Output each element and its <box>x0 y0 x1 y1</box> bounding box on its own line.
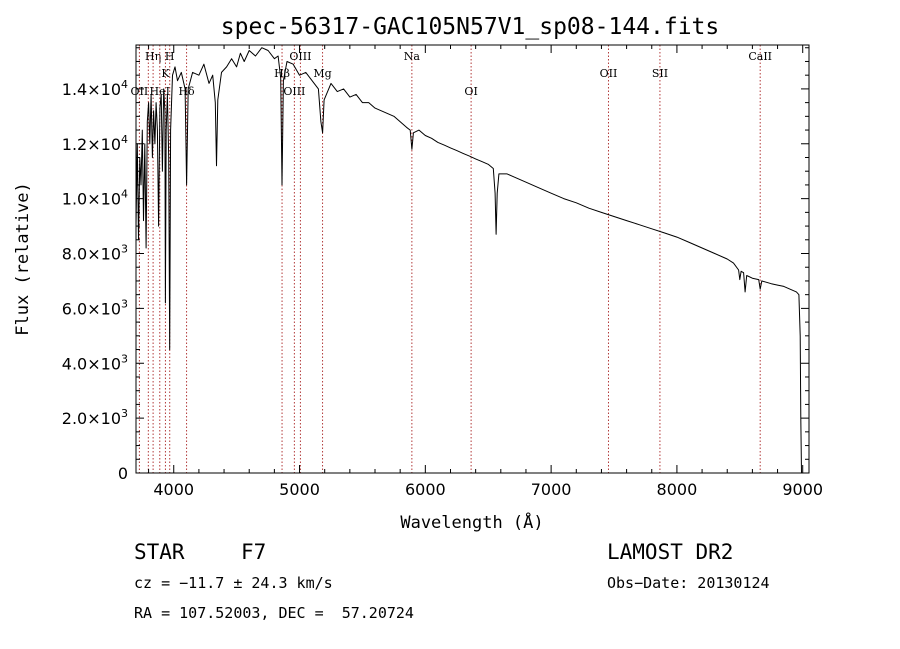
spectral-line-label-14: SII <box>652 67 668 80</box>
x-tick-label-4: 8000 <box>657 480 698 499</box>
spectral-line-label-10: Mg <box>313 67 331 80</box>
x-tick-label-5: 9000 <box>782 480 823 499</box>
spectral-line-label-7: Hβ <box>274 67 290 80</box>
y-tick-label-1: 2.0×103 <box>62 407 128 428</box>
spectrum-chart: spec-56317-GAC105N57V1_sp08-144.fits OII… <box>13 14 823 533</box>
spectral-line-label-13: OII <box>600 67 618 80</box>
x-tick-label-1: 5000 <box>279 480 320 499</box>
y-tick-label-3: 6.0×103 <box>62 297 128 318</box>
object-subclass: F7 <box>241 540 267 564</box>
y-tick-label-6: 1.2×104 <box>62 133 128 154</box>
spectral-line-label-2: Hη <box>145 50 161 63</box>
y-tick-label-0: 0 <box>118 464 128 483</box>
x-tick-label-3: 7000 <box>531 480 572 499</box>
x-tick-label-0: 4000 <box>153 480 194 499</box>
spectral-line-label-4: K <box>161 67 170 80</box>
spectral-line-label-5: H <box>165 50 175 63</box>
x-tick-label-2: 6000 <box>405 480 446 499</box>
object-class: STAR <box>134 540 185 564</box>
y-tick-label-2: 4.0×103 <box>62 352 128 373</box>
spectral-line-label-3: HeI <box>150 85 170 98</box>
spectral-line-label-9: OIII <box>289 50 311 63</box>
x-axis: 4000 5000 6000 7000 8000 9000 <box>148 45 823 499</box>
spectrum-series <box>135 47 802 474</box>
spectral-line-label-8: OIII <box>283 85 305 98</box>
spectral-line-label-11: Na <box>404 50 421 63</box>
y-tick-label-7: 1.4×104 <box>62 78 128 99</box>
observation-date: Obs−Date: 20130124 <box>607 574 770 592</box>
redshift-value: cz = −11.7 ± 24.3 km/s <box>134 574 333 592</box>
spectral-line-label-6: Hδ <box>178 85 195 98</box>
spectral-line-label-15: CaII <box>748 50 772 63</box>
y-tick-label-4: 8.0×103 <box>62 243 128 264</box>
y-axis-label: Flux (relative) <box>13 182 33 336</box>
y-tick-label-5: 1.0×104 <box>62 188 128 209</box>
survey-name: LAMOST DR2 <box>607 540 734 564</box>
spectral-line-label-12: OI <box>464 85 477 98</box>
plot-frame <box>135 44 810 474</box>
chart-title: spec-56317-GAC105N57V1_sp08-144.fits <box>221 14 720 40</box>
spectrum-line-0 <box>135 47 802 474</box>
y-axis: 0 2.0×103 4.0×103 6.0×103 8.0×103 1.0×104 1.2×… <box>62 47 809 483</box>
x-axis-label: Wavelength (Å) <box>400 511 543 533</box>
spectral-line-label-0: OII <box>131 85 149 98</box>
sky-coordinates: RA = 107.52003, DEC = 57.20724 <box>134 604 414 622</box>
